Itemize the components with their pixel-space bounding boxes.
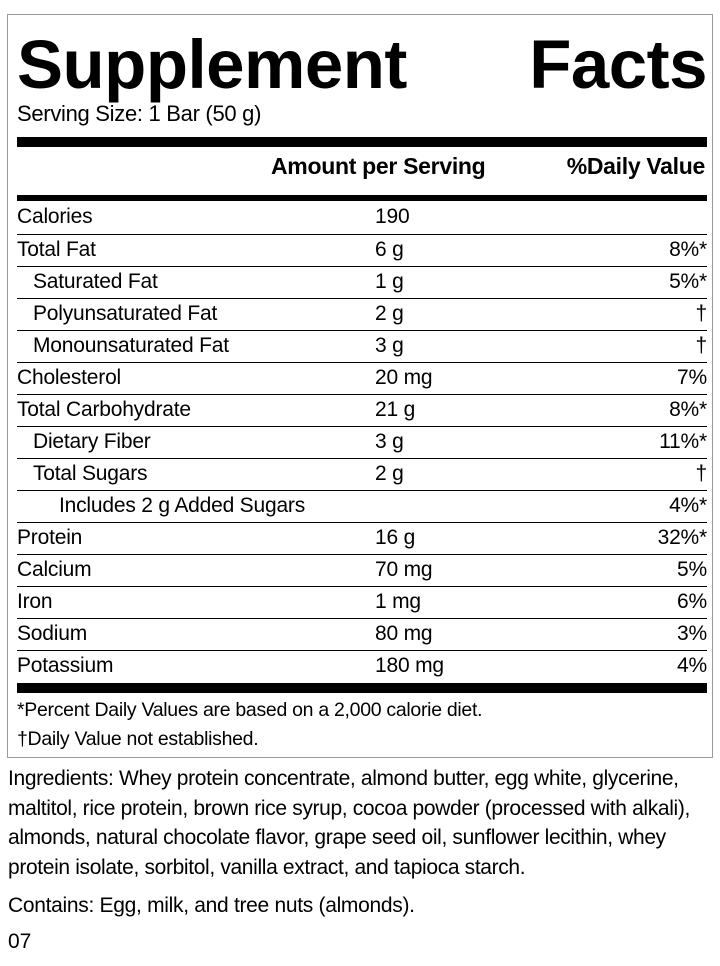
nutrient-label: Calcium [17, 558, 92, 581]
nutrient-daily-value: 11%* [659, 430, 707, 453]
nutrient-label: Includes 2 g Added Sugars [59, 494, 306, 517]
nutrient-row: Iron 1 mg 6% [17, 586, 707, 618]
nutrient-amount: 190 [375, 205, 410, 228]
nutrient-daily-value: † [695, 334, 708, 357]
nutrient-amount: 20 mg [375, 366, 433, 389]
nutrient-table: Calories 190 Total Fat 6 g 8%* Saturated Fat 1… [17, 202, 707, 682]
footnote-percent-daily: *Percent Daily Values are based on a 2,0… [17, 699, 483, 721]
nutrient-daily-value: 6% [677, 590, 707, 613]
nutrient-daily-value: 3% [677, 622, 707, 645]
nutrient-label: Iron [17, 590, 53, 613]
nutrient-daily-value: 7% [677, 366, 707, 389]
nutrient-row: Total Carbohydrate 21 g 8%* [17, 394, 707, 426]
nutrient-amount: 21 g [375, 398, 416, 421]
nutrient-row: Saturated Fat 1 g 5%* [17, 266, 707, 298]
nutrient-label: Sodium [17, 622, 88, 645]
nutrient-label: Dietary Fiber [33, 430, 151, 453]
nutrient-daily-value: 8%* [669, 398, 707, 421]
nutrient-label: Saturated Fat [33, 270, 158, 293]
nutrient-daily-value: † [695, 462, 708, 485]
nutrient-amount: 70 mg [375, 558, 433, 581]
nutrient-amount: 1 mg [375, 590, 421, 613]
nutrient-row: Dietary Fiber 3 g 11%* [17, 426, 707, 458]
nutrient-label: Polyunsaturated Fat [33, 302, 218, 325]
product-code: 07 [8, 930, 32, 953]
serving-size: Serving Size: 1 Bar (50 g) [17, 101, 262, 126]
nutrient-daily-value: 5% [677, 558, 707, 581]
divider-thick-top [17, 137, 707, 147]
nutrient-amount: 180 mg [375, 654, 444, 677]
nutrient-label: Calories [17, 205, 93, 228]
nutrient-amount: 3 g [375, 334, 404, 357]
nutrient-row: Calcium 70 mg 5% [17, 554, 707, 586]
nutrient-row: Polyunsaturated Fat 2 g † [17, 298, 707, 330]
nutrient-label: Protein [17, 526, 83, 549]
nutrient-daily-value: 8%* [669, 238, 707, 261]
nutrient-row: Total Sugars 2 g † [17, 458, 707, 490]
title-supplement: Supplement [17, 25, 407, 103]
divider-header [17, 195, 707, 201]
nutrient-row: Total Fat 6 g 8%* [17, 234, 707, 266]
nutrient-label: Cholesterol [17, 366, 122, 389]
nutrient-daily-value: 5%* [669, 270, 707, 293]
title-facts: Facts [529, 25, 707, 103]
divider-thick-bottom [17, 683, 707, 693]
nutrient-label: Monounsaturated Fat [33, 334, 229, 357]
supplement-facts-panel: Supplement Facts Serving Size: 1 Bar (50… [7, 14, 713, 758]
nutrient-daily-value: 4% [677, 654, 707, 677]
nutrient-amount: 80 mg [375, 622, 433, 645]
nutrient-amount: 16 g [375, 526, 416, 549]
nutrient-row: Monounsaturated Fat 3 g † [17, 330, 707, 362]
footnote-dagger: †Daily Value not established. [17, 728, 259, 750]
nutrient-row: Protein 16 g 32%* [17, 522, 707, 554]
nutrient-daily-value: 32%* [657, 526, 708, 549]
nutrient-amount: 3 g [375, 430, 404, 453]
nutrient-amount: 2 g [375, 302, 404, 325]
nutrient-row: Calories 190 [17, 202, 707, 234]
allergen-statement: Contains: Egg, milk, and tree nuts (almo… [8, 894, 415, 917]
nutrient-row: Includes 2 g Added Sugars 4%* [17, 490, 707, 522]
nutrient-label: Potassium [17, 654, 114, 677]
ingredients-text: Ingredients: Whey protein concentrate, a… [8, 767, 690, 879]
header-amount-per-serving: Amount per Serving [271, 153, 486, 179]
nutrient-label: Total Fat [17, 238, 96, 261]
nutrient-row: Potassium 180 mg 4% [17, 650, 707, 682]
nutrient-amount: 2 g [375, 462, 404, 485]
nutrient-row: Sodium 80 mg 3% [17, 618, 707, 650]
nutrient-amount: 6 g [375, 238, 404, 261]
nutrient-amount: 1 g [375, 270, 404, 293]
nutrient-label: Total Sugars [33, 462, 148, 485]
header-daily-value: %Daily Value [566, 153, 706, 179]
nutrient-daily-value: † [695, 302, 708, 325]
nutrient-row: Cholesterol 20 mg 7% [17, 362, 707, 394]
nutrient-daily-value: 4%* [669, 494, 707, 517]
nutrient-label: Total Carbohydrate [17, 398, 191, 421]
panel-title: Supplement Facts [17, 23, 707, 105]
